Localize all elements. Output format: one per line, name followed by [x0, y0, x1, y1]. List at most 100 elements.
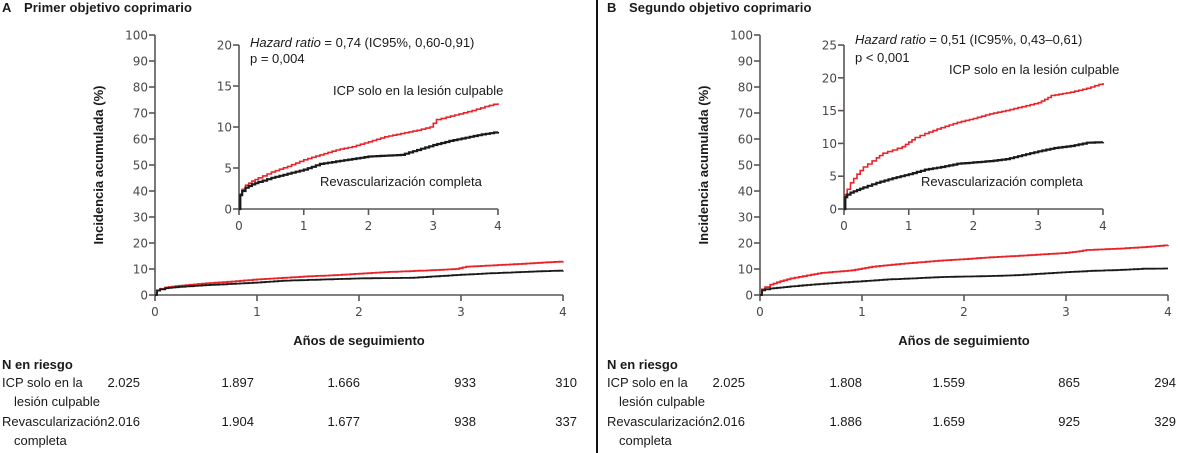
- panel-a-title: A Primer objetivo coprimario: [2, 0, 192, 15]
- panel-b-inset-x-tick-label: 2: [970, 219, 978, 233]
- risk-table-a: N en riesgo ICP solo en la lesión culpable…: [2, 356, 592, 453]
- panel-a-main-y-tick-label: 60: [133, 133, 148, 147]
- panel-b-main-y-tick-label: 70: [738, 107, 753, 121]
- panel-b-main-curve-icp-culpable: [760, 244, 1169, 296]
- panel-a-main-curve-revasc-completa: [155, 269, 564, 296]
- panel-a-inset-x-tick-label: 3: [429, 219, 437, 233]
- panel-b-main-y-tick-label: 100: [730, 29, 753, 43]
- risk-row-label-cont: completa: [619, 433, 672, 448]
- risk-value: 1.659: [932, 414, 965, 429]
- panel-b-x-axis-title: Años de seguimiento: [898, 333, 1030, 348]
- risk-value: 337: [555, 414, 577, 429]
- risk-value: 329: [1154, 414, 1176, 429]
- panel-b-inset-curve-revasc-completa: [844, 141, 1105, 211]
- panel-a-letter: A: [2, 0, 12, 15]
- panel-b-inset-x-tick-label: 3: [1034, 219, 1042, 233]
- risk-value: 310: [555, 375, 577, 390]
- panel-b-y-axis-title: Incidencia acumulada (%): [696, 86, 711, 245]
- panel-a-inset-curve-revasc-completa: [239, 131, 500, 211]
- panel-b-main-y-tick-label: 30: [738, 211, 753, 225]
- risk-value: 1.808: [829, 375, 862, 390]
- panel-b-inset-x-tick-label: 0: [840, 219, 848, 233]
- panel-a-inset-x-tick-label: 4: [494, 219, 502, 233]
- risk-value: 2.025: [107, 375, 140, 390]
- panel-a-main-y-tick-label: 40: [133, 185, 148, 199]
- panel-a-main-curve-icp-culpable: [155, 260, 564, 296]
- panel-a-main-x-tick-label: 1: [253, 305, 261, 319]
- panel-b-hazard-ratio-label: Hazard ratio: [855, 32, 926, 47]
- panel-b-letter: B: [607, 0, 617, 15]
- panel-a-inset-y-tick-label: 15: [217, 80, 232, 94]
- panel-b-main-x-tick-label: 1: [858, 305, 866, 319]
- panel-a-main-y-tick-label: 30: [133, 211, 148, 225]
- risk-value: 933: [454, 375, 476, 390]
- risk-value: 1.897: [221, 375, 254, 390]
- panel-b-main-y-tick-label: 40: [738, 185, 753, 199]
- risk-value: 1.886: [829, 414, 862, 429]
- panel-a-title-text: Primer objetivo coprimario: [24, 0, 193, 15]
- risk-row-label-cont: lesión culpable: [619, 394, 706, 409]
- panel-a-p-value: p = 0,004: [250, 51, 305, 66]
- panel-a-inset-y-tick-label: 10: [217, 121, 232, 135]
- risk-row-label-cont: completa: [14, 433, 67, 448]
- panel-b-inset-y-tick-label: 0: [829, 203, 837, 217]
- panel-b-inset-y-tick-label: 15: [822, 104, 837, 118]
- panel-b-p-value: p < 0,001: [855, 50, 910, 65]
- panel-b-hazard-ratio: Hazard ratio = 0,51 (IC95%, 0,43–0,61): [855, 32, 1082, 47]
- panel-a-legend-icp-culpable: ICP solo en la lesión culpable: [333, 83, 503, 98]
- panel-a-hazard-ratio-value: = 0,74 (IC95%, 0,60-0,91): [321, 35, 475, 50]
- risk-table-header: N en riesgo: [607, 357, 678, 372]
- panel-b-inset-y-tick-label: 5: [829, 170, 837, 184]
- panel-a-main-x-tick-label: 4: [559, 305, 567, 319]
- risk-value: 1.666: [327, 375, 360, 390]
- panel-a-main-y-tick-label: 100: [125, 29, 148, 43]
- panel-a-inset-x-tick-label: 1: [300, 219, 308, 233]
- panel-b-main-x-tick-label: 4: [1164, 305, 1172, 319]
- panel-a-y-axis-title: Incidencia acumulada (%): [91, 86, 106, 245]
- panel-a-inset-y-tick-label: 5: [224, 162, 232, 176]
- panel-a-main-y-tick-label: 0: [140, 289, 148, 303]
- panel-b-inset-y-tick-label: 25: [822, 39, 837, 53]
- panel-a-main-y-tick-label: 70: [133, 107, 148, 121]
- risk-value: 925: [1058, 414, 1080, 429]
- panel-a-main-y-tick-label: 50: [133, 159, 148, 173]
- risk-row-label: ICP solo en la: [607, 375, 688, 390]
- panel-b-inset: 0 5 10 15 20 25 0 1 2 3 4 Hazard ratio = 0,51 (IC95…: [822, 32, 1120, 233]
- risk-row-label: Revascularización: [2, 414, 108, 429]
- panel-a-main-x-tick-label: 3: [457, 305, 465, 319]
- risk-table-b: N en riesgo ICP solo en la lesión culpable…: [607, 356, 1178, 453]
- panel-b-main-y-tick-label: 20: [738, 237, 753, 251]
- panel-b-main-y-tick-label: 90: [738, 55, 753, 69]
- panel-b-main-x-tick-label: 2: [960, 305, 968, 319]
- panel-b-main-y-tick-label: 50: [738, 159, 753, 173]
- panel-b-legend-revasc-completa: Revascularización completa: [921, 174, 1084, 189]
- risk-value: 1.677: [327, 414, 360, 429]
- panel-a-inset-y-tick-label: 0: [224, 203, 232, 217]
- panel-a-hazard-ratio-label: Hazard ratio: [250, 35, 321, 50]
- panel-a-inset-x-tick-label: 2: [365, 219, 373, 233]
- panel-a-inset-curve-icp-culpable: [239, 103, 499, 210]
- panel-divider: [596, 0, 598, 453]
- panel-a-main-y-tick-label: 80: [133, 81, 148, 95]
- panel-a-x-axis-title: Años de seguimiento: [293, 333, 425, 348]
- risk-table-header: N en riesgo: [2, 357, 73, 372]
- panel-b-main-x-tick-label: 0: [756, 305, 764, 319]
- panel-b-title: B Segundo objetivo coprimario: [607, 0, 812, 15]
- panel-a-hazard-ratio: Hazard ratio = 0,74 (IC95%, 0,60-0,91): [250, 35, 474, 50]
- panel-a-inset-y-tick-label: 20: [217, 39, 232, 53]
- risk-row-label: Revascularización: [607, 414, 713, 429]
- panel-b-main-y-tick-label: 10: [738, 263, 753, 277]
- panel-b-title-text: Segundo objetivo coprimario: [629, 0, 812, 15]
- panel-a-main-x-tick-label: 0: [151, 305, 159, 319]
- panel-b-inset-y-tick-label: 10: [822, 137, 837, 151]
- panel-b-main-y-tick-label: 80: [738, 81, 753, 95]
- risk-row-label: ICP solo en la: [2, 375, 83, 390]
- panel-b-main-x-tick-label: 3: [1062, 305, 1070, 319]
- panel-a-main-y-tick-label: 20: [133, 237, 148, 251]
- panel-b-inset-y-tick-label: 20: [822, 71, 837, 85]
- risk-value: 1.904: [221, 414, 254, 429]
- panel-b-inset-x-tick-label: 4: [1099, 219, 1107, 233]
